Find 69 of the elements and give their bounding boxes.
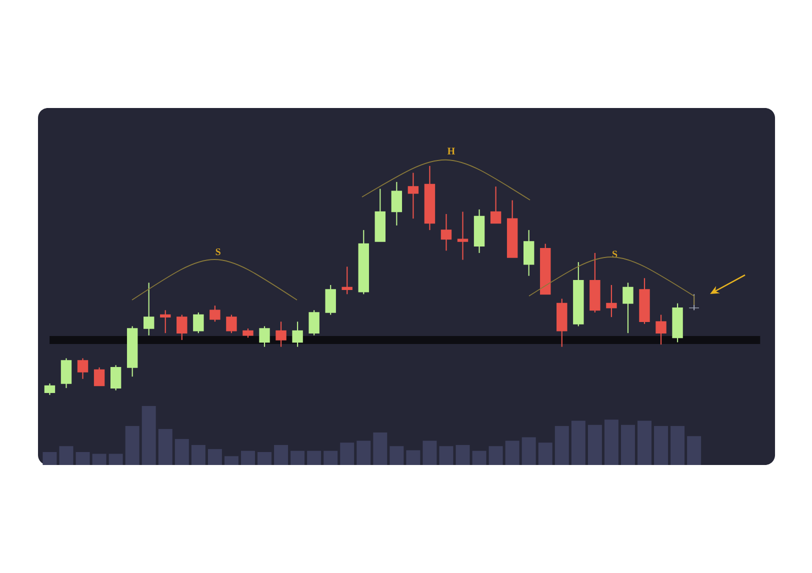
candlestick bbox=[622, 282, 634, 334]
candlestick bbox=[226, 314, 237, 334]
bar bbox=[42, 452, 57, 465]
candlestick bbox=[440, 213, 452, 252]
bar bbox=[554, 426, 569, 465]
candlestick bbox=[44, 382, 56, 396]
candlestick bbox=[606, 284, 617, 318]
bar bbox=[670, 426, 685, 465]
candlestick bbox=[292, 321, 303, 348]
text: H bbox=[447, 148, 455, 154]
candlestick bbox=[160, 310, 171, 334]
bar bbox=[472, 450, 486, 465]
bar bbox=[191, 444, 206, 465]
bar bbox=[307, 450, 322, 465]
bar bbox=[373, 432, 388, 465]
bar bbox=[240, 450, 255, 465]
bar bbox=[488, 446, 503, 465]
bar bbox=[76, 452, 90, 465]
bar bbox=[158, 429, 172, 465]
candlestick bbox=[210, 305, 220, 322]
bar bbox=[406, 450, 420, 465]
bar bbox=[340, 442, 354, 465]
bar bbox=[125, 426, 140, 465]
candlestick bbox=[176, 314, 188, 341]
bar bbox=[174, 439, 189, 465]
candlestick bbox=[94, 366, 105, 386]
candlestick bbox=[523, 230, 534, 276]
candlestick bbox=[308, 310, 320, 336]
candlestick bbox=[276, 321, 286, 348]
bar bbox=[439, 446, 454, 465]
bar bbox=[654, 426, 668, 465]
bar bbox=[538, 442, 552, 465]
bar bbox=[390, 446, 404, 465]
bar bbox=[324, 450, 338, 465]
bar bbox=[687, 436, 702, 465]
bar bbox=[92, 454, 106, 465]
bar bbox=[505, 440, 520, 465]
candlestick bbox=[325, 284, 336, 316]
bar bbox=[290, 450, 305, 465]
bar bbox=[456, 444, 470, 465]
bar bbox=[258, 452, 272, 465]
bar bbox=[224, 456, 238, 465]
bar bbox=[422, 440, 437, 465]
candlestick bbox=[490, 186, 502, 224]
bar bbox=[604, 420, 618, 465]
bar bbox=[356, 440, 371, 465]
annotation: S bbox=[216, 248, 220, 256]
candlestick bbox=[193, 312, 204, 334]
bar bbox=[620, 424, 635, 465]
candlestick bbox=[144, 282, 154, 336]
bar bbox=[637, 420, 652, 465]
candlestick bbox=[656, 314, 666, 346]
candlestick bbox=[391, 181, 402, 226]
bar bbox=[571, 420, 586, 465]
candlestick bbox=[110, 364, 122, 391]
candlestick bbox=[408, 172, 419, 220]
candlestick bbox=[60, 358, 72, 389]
bar bbox=[59, 446, 74, 465]
bar bbox=[208, 449, 222, 465]
bar bbox=[522, 437, 536, 465]
candlestick bbox=[77, 358, 88, 380]
candlestick bbox=[342, 266, 352, 295]
bar bbox=[142, 406, 156, 465]
bar bbox=[588, 424, 602, 465]
candlestick bbox=[259, 326, 270, 348]
bar bbox=[108, 454, 123, 465]
candlestick bbox=[242, 328, 254, 338]
candlestick bbox=[457, 211, 468, 260]
bar bbox=[274, 444, 288, 465]
